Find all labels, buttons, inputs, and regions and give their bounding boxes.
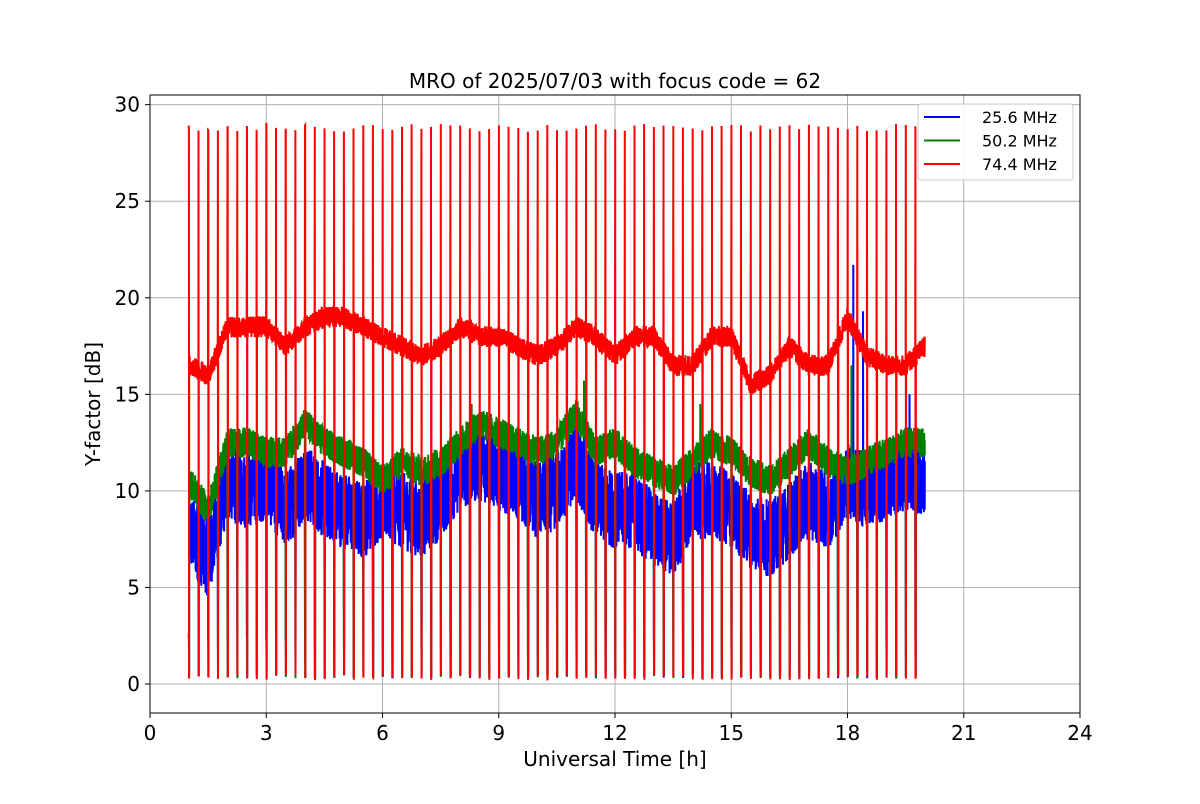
chart-title: MRO of 2025/07/03 with focus code = 62 (409, 69, 821, 93)
legend-label: 50.2 MHz (982, 132, 1057, 151)
x-tick-label: 6 (376, 721, 389, 745)
axis-ticks: 0 3 6 9 12 15 18 21 24 0 5 10 15 20 25 30 (115, 93, 1093, 745)
legend-label: 25.6 MHz (982, 108, 1057, 127)
y-tick-label: 0 (127, 672, 140, 696)
x-tick-label: 21 (951, 721, 976, 745)
series-line-3 (187, 121, 926, 682)
x-tick-label: 0 (144, 721, 157, 745)
x-tick-label: 12 (602, 721, 627, 745)
y-tick-label: 5 (127, 575, 140, 599)
legend-label: 74.4 MHz (982, 155, 1057, 174)
y-tick-label: 20 (115, 286, 140, 310)
x-tick-label: 24 (1067, 721, 1092, 745)
y-tick-label: 30 (115, 93, 140, 117)
x-tick-label: 3 (260, 721, 273, 745)
series-layer (187, 121, 926, 682)
legend: 25.6 MHz 50.2 MHz 74.4 MHz (917, 103, 1074, 181)
x-tick-label: 9 (492, 721, 505, 745)
x-tick-label: 18 (835, 721, 860, 745)
x-tick-label: 15 (719, 721, 744, 745)
y-tick-label: 25 (115, 189, 140, 213)
y-tick-label: 15 (115, 382, 140, 406)
y-tick-label: 10 (115, 479, 140, 503)
y-axis-label: Y-factor [dB] (81, 342, 105, 467)
legend-box (917, 103, 1074, 181)
x-axis-label: Universal Time [h] (523, 747, 706, 771)
